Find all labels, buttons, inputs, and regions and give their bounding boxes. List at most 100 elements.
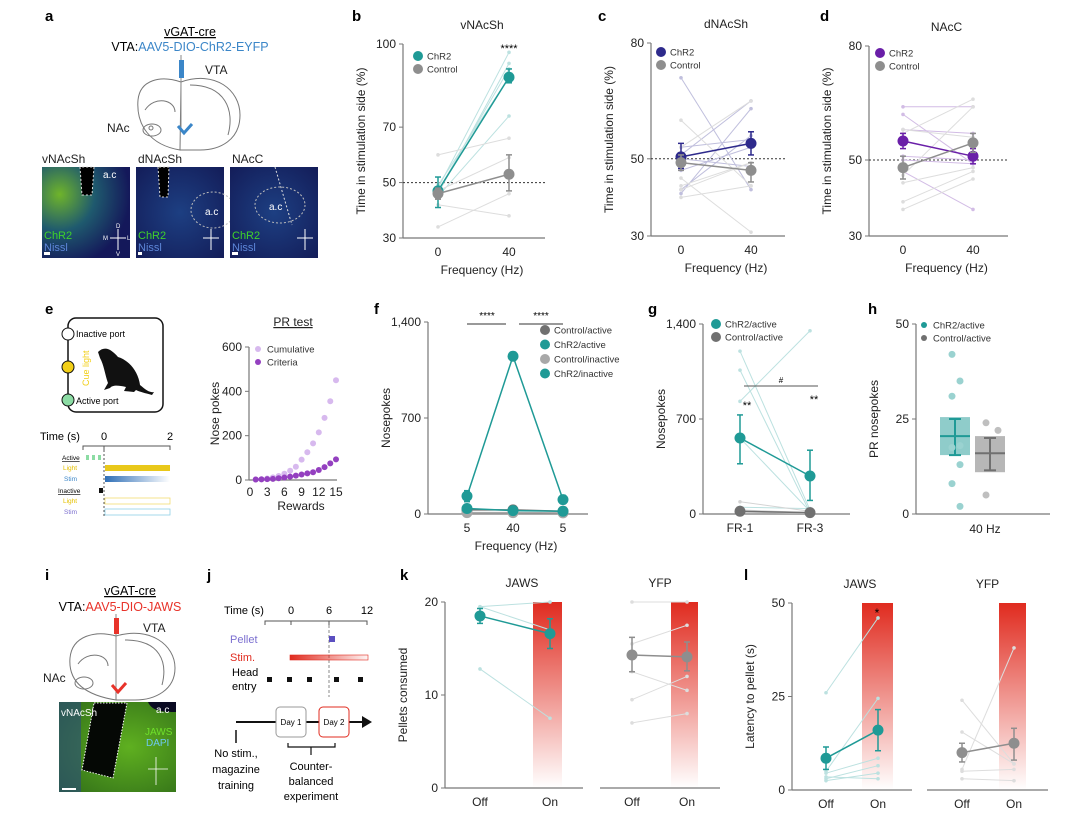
data-point-cumulative <box>315 429 322 436</box>
individual-point <box>876 756 880 761</box>
legend-label: ChR2 <box>427 52 451 63</box>
head-entry-label-2: entry <box>232 681 257 693</box>
individual-line <box>437 137 510 156</box>
x-tick-label: FR-1 <box>727 521 754 535</box>
micrograph-dnacsh: dNAcSh a.c ChR2 Nissl <box>136 152 236 258</box>
data-point-criteria <box>287 473 294 480</box>
data-point-criteria <box>275 475 282 482</box>
individual-line <box>680 158 752 168</box>
individual-line <box>680 162 752 187</box>
individual-point <box>971 97 975 101</box>
timeline-tick: 6 <box>326 605 332 617</box>
individual-line <box>437 193 510 228</box>
individual-point <box>548 716 552 721</box>
micrograph-title: dNAcSh <box>138 152 182 166</box>
x-tick-label: 9 <box>298 485 305 499</box>
mean-point <box>503 168 515 180</box>
legend-label: ChR2/active <box>725 320 777 331</box>
brain-section-icon <box>137 77 241 151</box>
individual-point <box>876 771 880 775</box>
panel-label-c: c <box>598 8 606 25</box>
individual-point <box>971 165 975 170</box>
mean-line-chr2-active <box>466 353 564 500</box>
individual-line <box>479 606 551 631</box>
x-tick-label: 0 <box>435 245 442 259</box>
individual-line <box>631 624 688 645</box>
y-axis-label: Nosepokes <box>654 389 668 449</box>
x-tick-label: On <box>679 795 695 809</box>
mean-point <box>967 137 979 149</box>
chart-title: YFP <box>976 577 999 591</box>
row-inactive: Inactive <box>58 488 81 495</box>
data-point-criteria <box>281 474 288 481</box>
micrograph-title: vNAcSh <box>42 152 85 166</box>
individual-line <box>739 330 811 402</box>
legend-marker <box>255 359 261 365</box>
x-tick-label: Off <box>472 795 488 809</box>
structure-label: a.c <box>269 202 282 213</box>
x-tick-label: 0 <box>678 243 685 257</box>
timeline-tick: 0 <box>288 605 294 617</box>
individual-point <box>679 187 683 192</box>
individual-point <box>824 778 828 783</box>
y-tick-label: 50 <box>849 153 863 167</box>
x-tick-label: On <box>1006 797 1022 811</box>
individual-point <box>960 698 964 703</box>
panel-label-h: h <box>868 301 877 318</box>
significance-marker: **** <box>479 311 495 322</box>
y-tick-label: 25 <box>772 690 786 704</box>
mean-point <box>734 505 746 517</box>
individual-line <box>902 178 974 210</box>
individual-point <box>971 207 975 212</box>
pellet-label: Pellet <box>230 634 258 646</box>
y-axis-label: Pellets consumed <box>396 648 410 743</box>
individual-point <box>876 616 880 620</box>
mean-point <box>432 188 444 200</box>
timeline-axis <box>82 445 171 450</box>
individual-line <box>825 765 879 780</box>
individual-line <box>961 778 1015 782</box>
individual-line <box>902 113 974 165</box>
legend-label: ChR2/inactive <box>554 369 613 380</box>
individual-point <box>679 191 683 196</box>
individual-line <box>961 768 1015 772</box>
legend-marker <box>656 60 666 70</box>
x-tick-label: Off <box>624 795 640 809</box>
note-experiment: experiment <box>284 791 338 803</box>
significance-marker: * <box>875 606 880 620</box>
compass-m: M <box>103 236 108 242</box>
injection-site-marker <box>110 682 128 695</box>
individual-point <box>548 600 552 604</box>
mouse-line-label: vGAT-cre <box>104 584 156 598</box>
x-tick-label: FR-3 <box>797 521 824 535</box>
individual-point <box>630 721 634 725</box>
individual-point <box>507 61 511 66</box>
y-tick-label: 0 <box>431 781 438 795</box>
panel-i-schematic: vGAT-cre VTA:AAV5-DIO-JAWS VTA NAc vNAcS… <box>43 584 181 792</box>
note-balanced: balanced <box>289 776 334 788</box>
legend-label: Cumulative <box>267 345 315 356</box>
chart-l1: 0 25 50 Latency to pellet (s) JAWS Off On * <box>743 577 912 811</box>
active-port-icon <box>61 393 75 407</box>
y-tick-label: 1,400 <box>666 317 696 331</box>
marker-label: ChR2 <box>232 230 260 242</box>
row-stim-inactive: Stim <box>64 509 77 516</box>
individual-point <box>808 328 812 333</box>
mean-point <box>872 724 884 736</box>
individual-point <box>478 604 482 609</box>
mean-point <box>681 651 693 663</box>
y-tick-label: 30 <box>631 229 645 243</box>
y-tick-label: 50 <box>896 317 910 331</box>
significance-marker: # <box>779 376 784 385</box>
individual-line <box>902 129 974 138</box>
micrograph-vnacsh: vNAcSh a.c ChR2 Nissl <box>42 152 130 258</box>
individual-point <box>901 127 905 132</box>
inactive-port-label: Inactive port <box>76 329 126 339</box>
timeline-tick: 12 <box>361 605 373 617</box>
micrograph-title: NAcC <box>232 152 264 166</box>
pellet-marker <box>329 636 335 642</box>
mean-point <box>474 610 486 622</box>
individual-line <box>961 647 1015 770</box>
compass-v: V <box>116 252 120 258</box>
